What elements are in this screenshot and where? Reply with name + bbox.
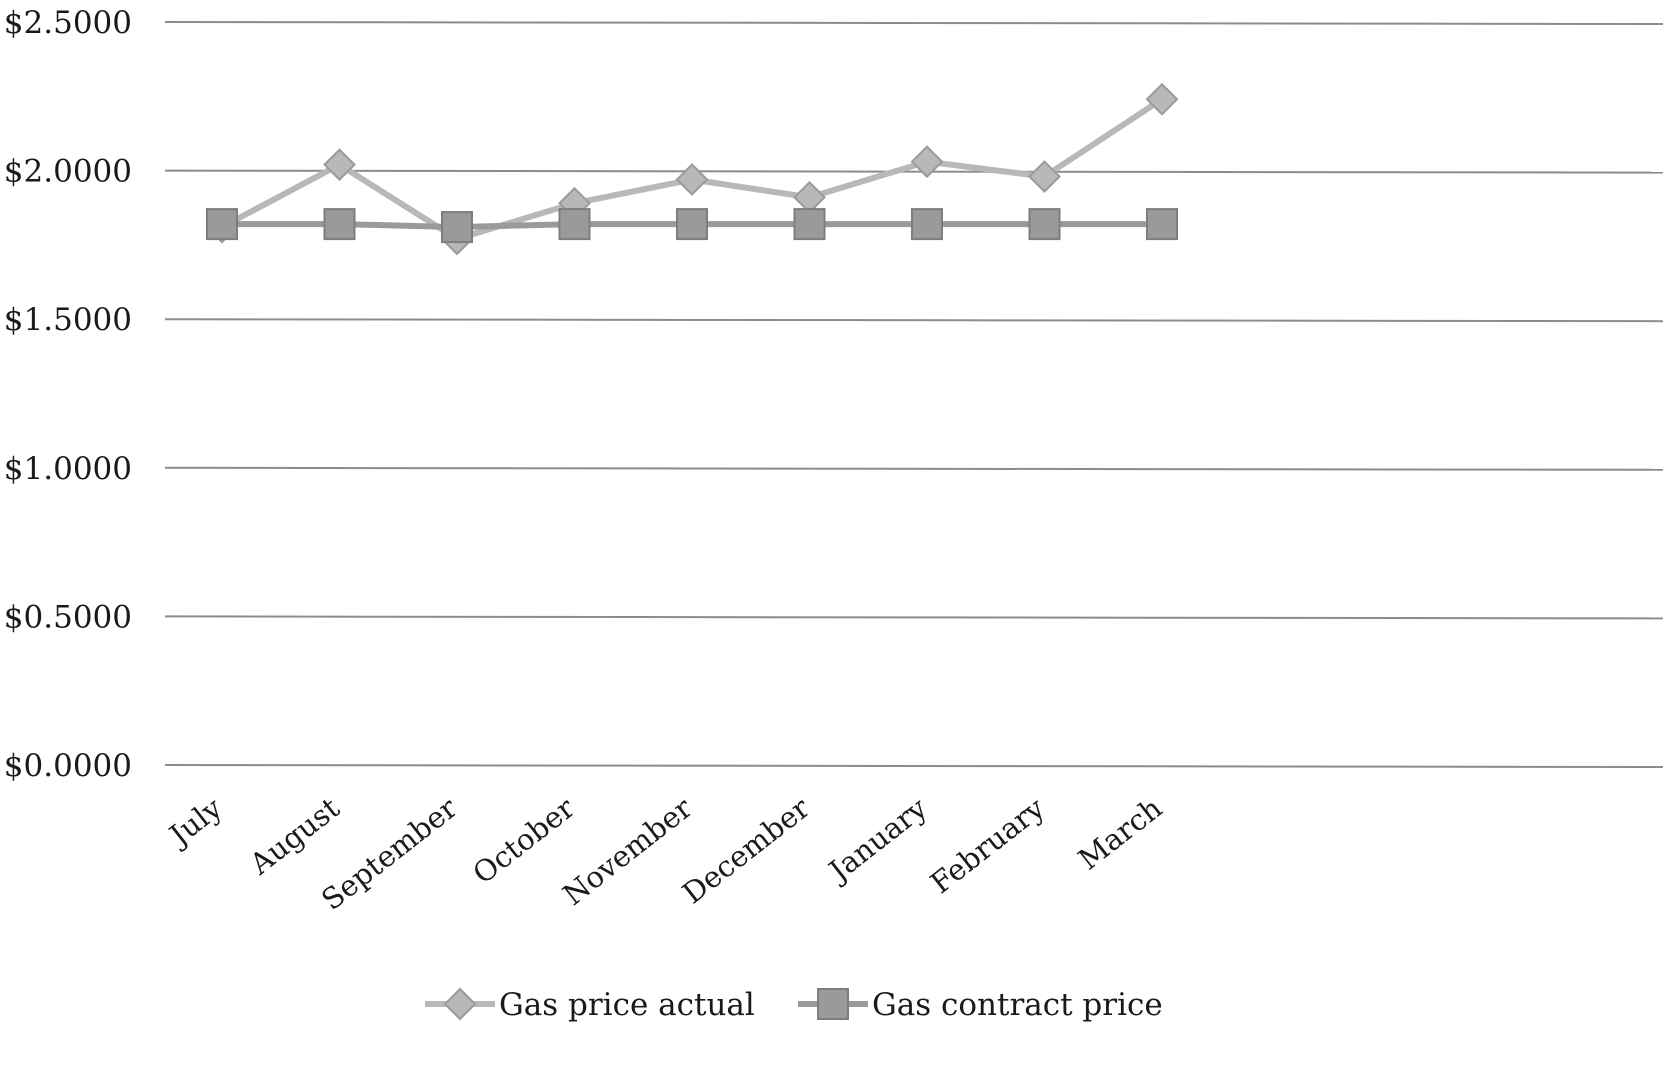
- x-tick-label: February: [924, 790, 1051, 900]
- gridline: [164, 169, 1663, 174]
- legend: Gas price actual Gas contract price: [425, 987, 1163, 1023]
- data-point: [910, 145, 944, 179]
- x-tick-label: October: [466, 791, 581, 891]
- data-point: [441, 211, 473, 244]
- data-point: [911, 208, 943, 241]
- gridline: [164, 318, 1663, 323]
- diamond-marker-icon: [443, 987, 477, 1021]
- data-point: [1028, 160, 1061, 193]
- series-gas-contract-price: [206, 208, 1178, 244]
- data-point: [1028, 208, 1061, 241]
- legend-item: Gas price actual: [425, 987, 755, 1023]
- y-tick-label: $2.0000: [4, 154, 132, 190]
- gridline: [164, 466, 1663, 471]
- gridlines: [164, 21, 1663, 768]
- square-marker-icon: [817, 988, 849, 1020]
- y-tick-label: $1.5000: [4, 302, 132, 338]
- y-tick-label: $0.5000: [4, 599, 132, 635]
- gridline: [164, 764, 1663, 768]
- data-point: [323, 208, 356, 241]
- x-tick-label: July: [161, 790, 229, 853]
- data-point: [1145, 82, 1179, 116]
- data-point: [206, 208, 238, 241]
- series-layer: [205, 82, 1179, 256]
- y-tick-label: $1.0000: [4, 451, 132, 487]
- y-tick-label: $2.5000: [4, 5, 132, 41]
- gridline: [164, 21, 1663, 25]
- gridline: [164, 615, 1663, 620]
- data-point: [675, 163, 709, 196]
- data-point: [1146, 208, 1178, 241]
- data-point: [793, 208, 826, 241]
- x-tick-label: August: [243, 791, 346, 882]
- data-point: [323, 148, 356, 182]
- x-tick-label: March: [1072, 791, 1168, 877]
- x-tick-label: November: [556, 791, 698, 912]
- y-tick-label: $0.0000: [4, 748, 132, 784]
- data-point: [558, 208, 591, 241]
- legend-item: Gas contract price: [798, 987, 1163, 1023]
- data-point: [793, 180, 826, 214]
- legend-label: Gas contract price: [872, 987, 1163, 1023]
- x-tick-label: December: [676, 791, 816, 911]
- x-tick-label: January: [820, 790, 933, 889]
- y-axis: $0.0000 $0.5000 $1.0000 $1.5000 $2.0000 $2.50…: [4, 5, 132, 784]
- legend-label: Gas price actual: [499, 987, 755, 1023]
- data-point: [676, 208, 708, 241]
